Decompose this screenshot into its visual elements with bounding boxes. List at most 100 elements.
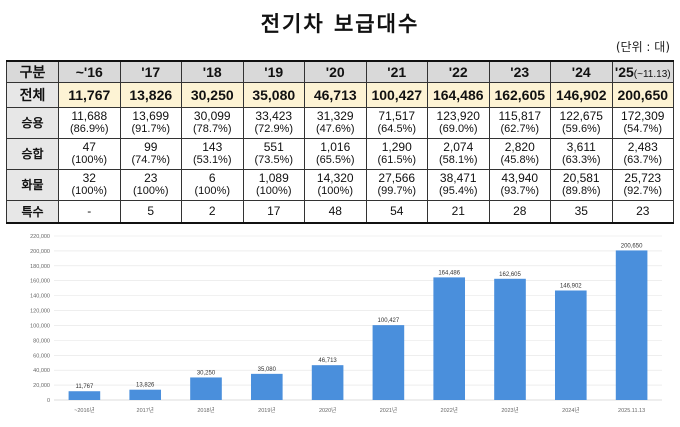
y-tick-label: 100,000 bbox=[30, 323, 50, 329]
year-label: '24 bbox=[571, 64, 591, 80]
cell-percent: (100%) bbox=[317, 185, 353, 197]
x-tick-label: ~2016년 bbox=[74, 406, 95, 414]
chart-grid bbox=[54, 235, 662, 401]
bar-value-label: 146,902 bbox=[560, 283, 582, 289]
table-cell: 33,423 (72.9%) bbox=[242, 107, 305, 139]
cell-percent: (74.7%) bbox=[131, 154, 171, 166]
cell-value: 122,675 bbox=[559, 109, 603, 123]
cell-value: 33,423 bbox=[255, 109, 293, 123]
y-tick-label: 220,000 bbox=[30, 234, 50, 240]
table-cell: 21 bbox=[427, 200, 490, 224]
year-suffix: (~11.13) bbox=[633, 69, 671, 80]
year-header: '25(~11.13) bbox=[611, 60, 674, 83]
page-title: 전기차 보급대수 bbox=[260, 12, 420, 36]
cell-value: 143 bbox=[202, 140, 223, 154]
y-tick-label: 140,000 bbox=[30, 294, 50, 300]
table-cell: 162,605 bbox=[488, 82, 551, 108]
cell-percent: (53.1%) bbox=[192, 154, 232, 166]
year-header: '21 bbox=[365, 60, 428, 83]
bar bbox=[250, 373, 283, 400]
bar bbox=[68, 391, 101, 400]
table-cell: 20,581 (89.8%) bbox=[550, 169, 613, 201]
table-cell: 47 (100%) bbox=[58, 138, 121, 170]
table-cell: 13,826 bbox=[119, 82, 182, 108]
table-cell: 32 (100%) bbox=[58, 169, 121, 201]
cell-value: 32 bbox=[82, 171, 96, 185]
table-cell: 200,650 bbox=[611, 82, 674, 108]
bar-value-label: 35,080 bbox=[258, 367, 277, 373]
table-cell: 35,080 bbox=[242, 82, 305, 108]
table-cell: 551 (73.5%) bbox=[242, 138, 305, 170]
cell-value: 43,940 bbox=[501, 171, 539, 185]
table-cell: 43,940 (93.7%) bbox=[488, 169, 551, 201]
row-label: 승합 bbox=[6, 138, 59, 170]
table-cell: 17 bbox=[242, 200, 305, 224]
table-cell: 143 (53.1%) bbox=[181, 138, 244, 170]
total-row: 전체 11,767 13,826 30,250 35,080 46,713 10… bbox=[6, 82, 674, 108]
table-cell: 13,699 (91.7%) bbox=[119, 107, 182, 139]
x-tick-label: 2022년 bbox=[441, 406, 458, 414]
cell-value: 11,688 bbox=[71, 109, 108, 123]
table-cell: 146,902 bbox=[550, 82, 613, 108]
y-tick-label: 200,000 bbox=[30, 249, 50, 255]
cell-value: 31,329 bbox=[316, 109, 354, 123]
table-row: 승합 47 (100%) 99 (74.7%) 143 (53.1%) 551 (73.… bbox=[6, 138, 674, 170]
cell-value: 25,723 bbox=[624, 171, 662, 185]
table-cell: 28 bbox=[488, 200, 551, 224]
bar bbox=[129, 389, 162, 400]
cell-value: 47 bbox=[82, 140, 96, 154]
table-cell: 100,427 bbox=[365, 82, 428, 108]
table-cell: 2,074 (58.1%) bbox=[427, 138, 490, 170]
table-cell: 3,611 (63.3%) bbox=[550, 138, 613, 170]
cell-value: 172,309 bbox=[621, 109, 665, 123]
cell-percent: (47.6%) bbox=[315, 123, 355, 135]
cell-value: 38,471 bbox=[439, 171, 477, 185]
x-tick-label: 2017년 bbox=[137, 406, 154, 414]
year-header: '19 bbox=[242, 60, 305, 83]
x-tick-label: 2025.11.13 bbox=[618, 408, 645, 414]
table-cell: 1,016 (65.5%) bbox=[304, 138, 367, 170]
table-cell: 2,483 (63.7%) bbox=[611, 138, 674, 170]
table-cell: 6 (100%) bbox=[181, 169, 244, 201]
cell-value: 6 bbox=[208, 171, 216, 185]
table-cell: 30,250 bbox=[181, 82, 244, 108]
table-cell: 11,767 bbox=[58, 82, 121, 108]
table-cell: 30,099 (78.7%) bbox=[181, 107, 244, 139]
cell-percent: (92.7%) bbox=[623, 185, 663, 197]
table-cell: 38,471 (95.4%) bbox=[427, 169, 490, 201]
cell-value: 71,517 bbox=[378, 109, 416, 123]
bar-value-label: 164,486 bbox=[438, 270, 460, 276]
bar-value-label: 13,826 bbox=[136, 383, 155, 389]
year-label: '25 bbox=[614, 64, 634, 80]
bar-value-label: 11,767 bbox=[75, 384, 94, 390]
year-header: '22 bbox=[427, 60, 490, 83]
unit-note: (단위 : 대) bbox=[615, 40, 670, 54]
y-tick-label: 20,000 bbox=[33, 383, 50, 389]
year-label: '21 bbox=[387, 64, 407, 80]
cell-percent: (65.5%) bbox=[315, 154, 355, 166]
bar bbox=[372, 325, 405, 400]
table-row: 특수 - 5 2 17 48 54 21 28 35 23 bbox=[6, 200, 674, 224]
cell-value: 123,920 bbox=[436, 109, 480, 123]
bar bbox=[615, 250, 648, 400]
x-tick-label: 2020년 bbox=[319, 406, 336, 414]
cell-value: 1,089 bbox=[258, 171, 289, 185]
cell-percent: (69.0%) bbox=[438, 123, 478, 135]
year-label: '22 bbox=[448, 64, 468, 80]
table-cell: 164,486 bbox=[427, 82, 490, 108]
cell-percent: (89.8%) bbox=[561, 185, 601, 197]
row-label: 화물 bbox=[6, 169, 59, 201]
cell-value: 551 bbox=[263, 140, 284, 154]
cell-value: 3,611 bbox=[566, 140, 596, 154]
table-cell: 172,309 (54.7%) bbox=[611, 107, 674, 139]
cell-percent: (95.4%) bbox=[438, 185, 478, 197]
year-header: ~'16 bbox=[58, 60, 121, 83]
y-tick-label: 40,000 bbox=[33, 368, 50, 374]
cell-percent: (99.7%) bbox=[377, 185, 417, 197]
x-tick-label: 2018년 bbox=[197, 406, 214, 414]
cell-value: 115,817 bbox=[498, 109, 542, 123]
row-label: 전체 bbox=[6, 82, 59, 108]
cell-percent: (73.5%) bbox=[254, 154, 294, 166]
year-header: '18 bbox=[181, 60, 244, 83]
header-row: 구분 ~'16 '17 '18 '19 '20 '21 '22 '23 '24 … bbox=[6, 60, 674, 83]
